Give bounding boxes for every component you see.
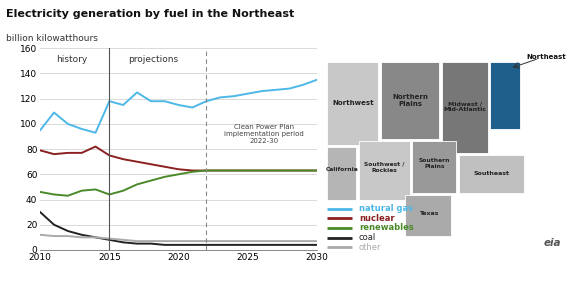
Text: Northeast: Northeast xyxy=(526,54,566,60)
Polygon shape xyxy=(327,147,356,199)
Text: Electricity generation by fuel in the Northeast: Electricity generation by fuel in the No… xyxy=(6,9,294,18)
Text: eia: eia xyxy=(544,238,561,248)
Text: Northwest: Northwest xyxy=(332,100,374,106)
Polygon shape xyxy=(381,62,439,139)
Polygon shape xyxy=(327,62,378,145)
Text: Texas: Texas xyxy=(418,211,438,216)
Text: natural gas: natural gas xyxy=(359,204,413,213)
Text: renewables: renewables xyxy=(359,224,414,232)
Polygon shape xyxy=(412,141,456,193)
Polygon shape xyxy=(490,62,519,129)
Text: Southwest /
Rockies: Southwest / Rockies xyxy=(364,162,405,173)
Text: nuclear: nuclear xyxy=(359,214,394,223)
Text: history: history xyxy=(56,55,88,64)
Polygon shape xyxy=(441,62,488,153)
Polygon shape xyxy=(405,195,451,236)
Text: Clean Power Plan
implementation period
2022-30: Clean Power Plan implementation period 2… xyxy=(224,124,304,144)
Text: coal: coal xyxy=(359,233,376,242)
Text: Northern
Plains: Northern Plains xyxy=(392,94,428,107)
Text: Southeast: Southeast xyxy=(474,171,510,176)
Polygon shape xyxy=(359,141,410,199)
Text: California: California xyxy=(325,167,358,172)
Text: billion kilowatthours: billion kilowatthours xyxy=(6,34,98,43)
Text: Southern
Plains: Southern Plains xyxy=(418,158,450,169)
Text: Midwest /
Mid-Atlantic: Midwest / Mid-Atlantic xyxy=(443,101,486,112)
Text: projections: projections xyxy=(129,55,179,64)
Text: other: other xyxy=(359,243,381,252)
Polygon shape xyxy=(459,155,525,193)
